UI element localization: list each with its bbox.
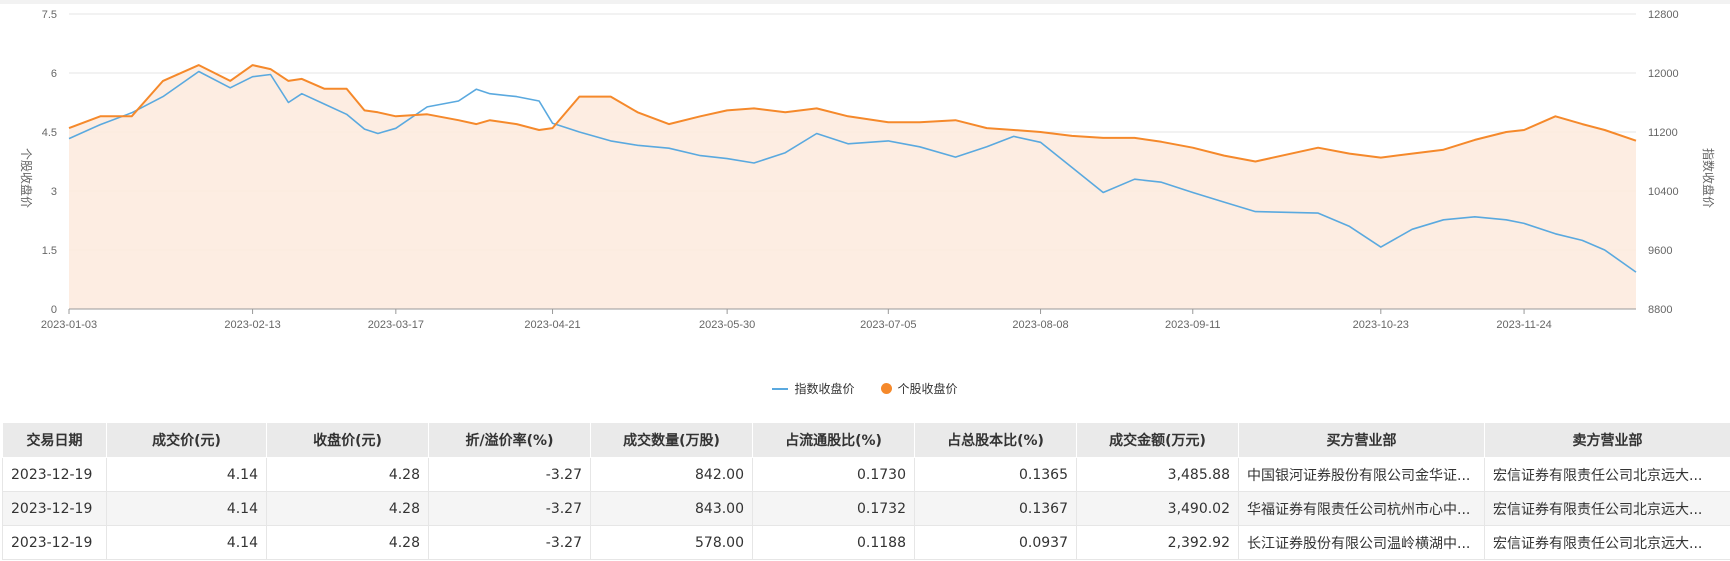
legend-item-index[interactable]: 指数收盘价 [772,380,855,397]
x-tick-label: 2023-02-13 [224,319,280,331]
table-header-row: 交易日期 成交价(元) 收盘价(元) 折/溢价率(%) 成交数量(万股) 占流通… [2,422,1730,458]
cell-trade-price: 4.14 [106,491,267,526]
x-tick-label: 2023-01-03 [41,319,97,331]
table-row: 2023-12-19 4.14 4.28 -3.27 843.00 0.1732… [2,491,1730,526]
y-left-tick-label: 3 [51,186,57,198]
stock-close-line [68,64,1637,163]
cell-float-share-ratio: 0.1188 [752,525,915,560]
cell-amount: 3,490.02 [1076,491,1239,526]
cell-float-share-ratio: 0.1732 [752,491,915,526]
price-comparison-chart: 0 1.5 3 4.5 6 7.5 8800 9600 10400 11200 12000 12800… [19,9,1716,331]
x-tick-label: 2023-05-30 [699,319,755,331]
cell-premium-rate: -3.27 [428,457,591,492]
legend-line-index [772,387,789,390]
chart-canvas: 0 1.5 3 4.5 6 7.5 8800 9600 10400 11200 12000 12800… [19,9,1716,331]
block-trade-table: 交易日期 成交价(元) 收盘价(元) 折/溢价率(%) 成交数量(万股) 占流通… [2,422,1730,560]
y-left-axis-title: 个股收盘价 [19,148,34,208]
x-tick-label: 2023-04-21 [524,319,580,331]
x-tick-label: 2023-11-24 [1496,319,1551,331]
cell-seller: 宏信证券有限责任公司北京远大... [1484,491,1730,526]
header-premium-rate[interactable]: 折/溢价率(%) [428,422,591,458]
x-tick-label: 2023-07-05 [860,319,916,331]
x-tick-label: 2023-09-11 [1165,319,1220,331]
cell-float-share-ratio: 0.1730 [752,457,915,492]
cell-total-share-ratio: 0.1367 [914,491,1077,526]
cell-close-price: 4.28 [266,491,429,526]
y-right-tick-label: 12800 [1648,9,1679,21]
table-row: 2023-12-19 4.14 4.28 -3.27 578.00 0.1188… [2,525,1730,560]
y-right-tick-label: 10400 [1648,186,1679,198]
legend-label-index: 指数收盘价 [794,382,855,396]
y-right-tick-label: 8800 [1648,304,1672,316]
y-left-tick-label: 0 [51,304,57,316]
y-right-tick-label: 11200 [1648,127,1678,139]
header-float-share-ratio[interactable]: 占流通股比(%) [752,422,915,458]
y-left-tick-label: 6 [51,68,57,80]
index-close-line [68,70,1637,273]
y-left-tick-label: 7.5 [42,9,57,21]
cell-buyer: 长江证券股份有限公司温岭横湖中... [1238,525,1485,560]
y-left-tick-label: 4.5 [42,127,57,139]
cell-volume: 843.00 [590,491,753,526]
legend-dot-stock [880,383,892,394]
y-right-axis-title: 指数收盘价 [1701,148,1716,208]
header-total-share-ratio[interactable]: 占总股本比(%) [914,422,1077,458]
header-trade-date[interactable]: 交易日期 [2,422,107,458]
cell-amount: 2,392.92 [1076,525,1239,560]
cell-trade-date: 2023-12-19 [2,457,107,492]
header-buyer[interactable]: 买方营业部 [1238,422,1485,458]
header-trade-price[interactable]: 成交价(元) [106,422,267,458]
cell-close-price: 4.28 [266,525,429,560]
top-divider [0,0,1730,4]
legend-item-stock[interactable]: 个股收盘价 [880,380,958,397]
cell-total-share-ratio: 0.1365 [914,457,1077,492]
chart-legend: 指数收盘价 个股收盘价 [0,380,1730,397]
cell-premium-rate: -3.27 [428,491,591,526]
header-seller[interactable]: 卖方营业部 [1484,422,1730,458]
cell-trade-date: 2023-12-19 [2,491,107,526]
y-right-tick-label: 12000 [1648,68,1679,80]
x-tick-label: 2023-10-23 [1353,319,1409,331]
cell-seller: 宏信证券有限责任公司北京远大... [1484,525,1730,560]
header-amount[interactable]: 成交金额(万元) [1076,422,1239,458]
legend-label-stock: 个股收盘价 [897,382,958,396]
header-volume[interactable]: 成交数量(万股) [590,422,753,458]
cell-trade-price: 4.14 [106,457,267,492]
y-right-tick-label: 9600 [1648,245,1672,257]
y-left-tick-label: 1.5 [42,245,57,257]
x-tick-label: 2023-03-17 [368,319,424,331]
stock-area-fill [69,65,1636,309]
cell-premium-rate: -3.27 [428,525,591,560]
cell-volume: 842.00 [590,457,753,492]
cell-total-share-ratio: 0.0937 [914,525,1077,560]
cell-trade-date: 2023-12-19 [2,525,107,560]
cell-buyer: 中国银河证券股份有限公司金华证... [1238,457,1485,492]
cell-amount: 3,485.88 [1076,457,1239,492]
cell-buyer: 华福证券有限责任公司杭州市心中... [1238,491,1485,526]
x-tick-label: 2023-08-08 [1012,319,1068,331]
cell-trade-price: 4.14 [106,525,267,560]
cell-volume: 578.00 [590,525,753,560]
table-row: 2023-12-19 4.14 4.28 -3.27 842.00 0.1730… [2,457,1730,492]
cell-seller: 宏信证券有限责任公司北京远大... [1484,457,1730,492]
header-close-price[interactable]: 收盘价(元) [266,422,429,458]
cell-close-price: 4.28 [266,457,429,492]
